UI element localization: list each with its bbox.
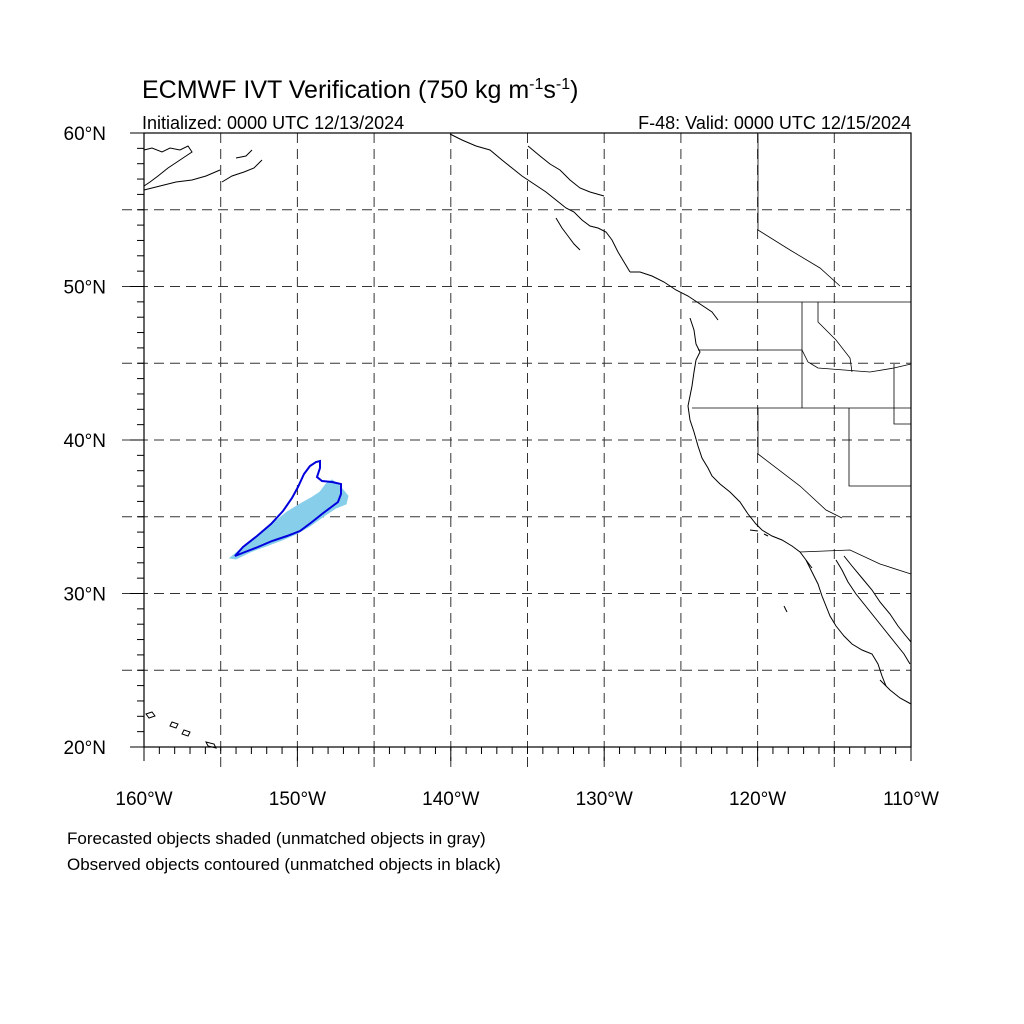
lat-label: 60°N — [64, 124, 106, 145]
political-borders — [692, 134, 912, 575]
forecast-object-shaded — [228, 479, 349, 560]
legend-caption: Forecasted objects shaded (unmatched obj… — [67, 826, 501, 878]
gridlines: 20°N 30°N 40°N 50°N 60°N 160°W 150°W 140°W 130°W… — [64, 124, 939, 810]
lon-label: 120°W — [729, 789, 786, 810]
lat-label: 20°N — [64, 738, 106, 759]
legend-forecast-note: Forecasted objects shaded (unmatched obj… — [67, 829, 486, 848]
lon-label: 160°W — [115, 789, 172, 810]
map-title: ECMWF IVT Verification (750 kg m-1s-1) — [142, 76, 578, 104]
lon-label: 110°W — [883, 789, 939, 810]
initialized-label: Initialized: 0000 UTC 12/13/2024 — [142, 113, 404, 133]
lat-label: 50°N — [64, 278, 106, 299]
valid-label: F-48: Valid: 0000 UTC 12/15/2024 — [638, 113, 911, 133]
observed-object-contour — [234, 459, 342, 557]
lat-label: 40°N — [64, 431, 106, 452]
lon-label: 140°W — [422, 789, 479, 810]
lon-label: 130°W — [576, 789, 633, 810]
coastlines — [143, 133, 912, 749]
legend-observed-note: Observed objects contoured (unmatched ob… — [67, 855, 501, 874]
lat-label: 30°N — [64, 585, 106, 606]
lon-label: 150°W — [269, 789, 326, 810]
